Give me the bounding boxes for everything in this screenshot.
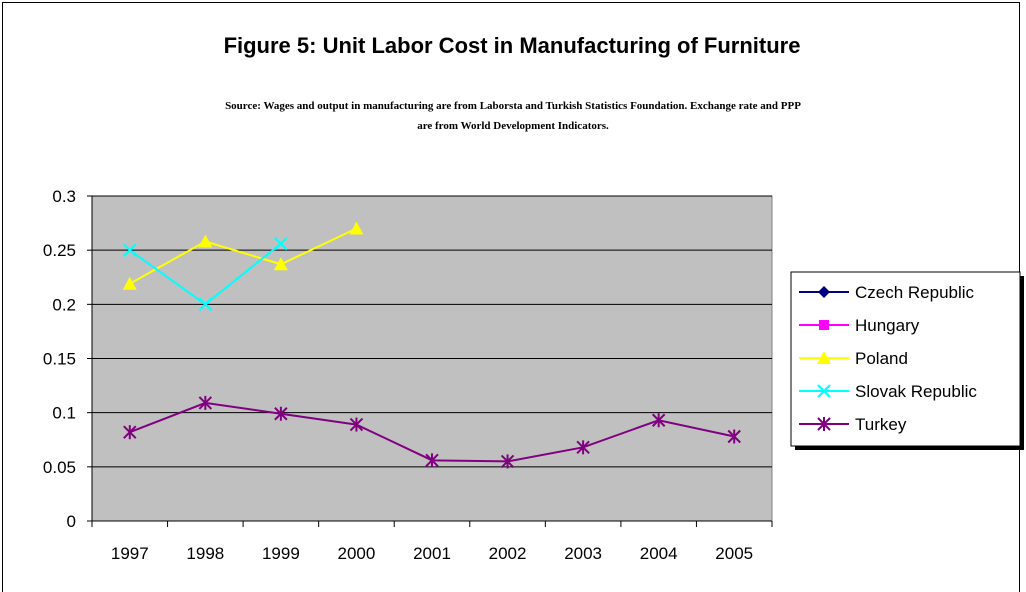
x-tick-label: 2001: [413, 544, 451, 563]
data-point-turkey: [349, 417, 364, 432]
legend-marker: [819, 320, 829, 330]
x-tick-label: 2000: [338, 544, 376, 563]
legend-marker: [817, 384, 831, 398]
data-point-turkey: [727, 429, 741, 444]
x-tick-label: 1998: [186, 544, 224, 563]
series-line-poland: [129, 227, 357, 285]
legend-label: Hungary: [855, 316, 920, 335]
data-point-turkey: [651, 413, 666, 428]
x-tick-label: 1997: [111, 544, 149, 563]
data-point-turkey: [500, 454, 515, 469]
legend-label: Slovak Republic: [855, 382, 977, 401]
legend-label: Turkey: [855, 415, 907, 434]
x-tick-label: 1999: [262, 544, 300, 563]
x-tick-label: 2002: [489, 544, 527, 563]
legend-label: Poland: [855, 349, 908, 368]
x-tick-label: 2003: [564, 544, 602, 563]
data-point-slovak-republic: [123, 243, 137, 257]
data-point-turkey: [123, 425, 137, 440]
data-point-slovak-republic: [274, 236, 288, 251]
legend-marker: [817, 417, 831, 431]
data-point-turkey: [425, 453, 439, 468]
x-tick-label: 2004: [640, 544, 678, 563]
data-point-poland: [122, 276, 137, 290]
y-tick-label: 0: [67, 512, 76, 531]
y-tick-label: 0.1: [52, 404, 76, 423]
data-point-poland: [198, 234, 213, 248]
legend-item-poland: Poland: [799, 349, 908, 368]
legend-item-czech-republic: Czech Republic: [799, 283, 975, 302]
legend-item-hungary: Hungary: [799, 316, 920, 335]
x-tick-label: 2005: [715, 544, 753, 563]
legend-marker: [818, 286, 830, 298]
data-point-turkey: [576, 440, 590, 455]
legend-item-slovak-republic: Slovak Republic: [799, 382, 977, 401]
data-point-poland: [349, 221, 364, 235]
plot-area: 0 0.05 0.1 0.15 0.2 0.25 0.3 1997 1998 1999 2000 20…: [43, 187, 773, 563]
y-tick-label: 0.15: [43, 350, 76, 369]
data-point-turkey: [274, 406, 288, 421]
y-tick-label: 0.05: [43, 458, 76, 477]
legend-item-turkey: Turkey: [799, 415, 907, 434]
data-point-turkey: [198, 395, 213, 410]
data-point-slovak-republic: [198, 297, 213, 312]
chart-title: Figure 5: Unit Labor Cost in Manufacturi…: [223, 33, 801, 58]
y-tick-label: 0.2: [52, 295, 76, 314]
legend-label: Czech Republic: [855, 283, 975, 302]
chart-subtitle: Source: Wages and output in manufacturin…: [225, 100, 801, 132]
data-point-poland: [273, 257, 288, 271]
y-tick-label: 0.3: [52, 187, 76, 206]
legend-marker: [817, 351, 831, 364]
legend: Czech Republic Hungary Poland Slovak Republ…: [790, 271, 1024, 450]
y-tick-label: 0.25: [43, 241, 76, 260]
